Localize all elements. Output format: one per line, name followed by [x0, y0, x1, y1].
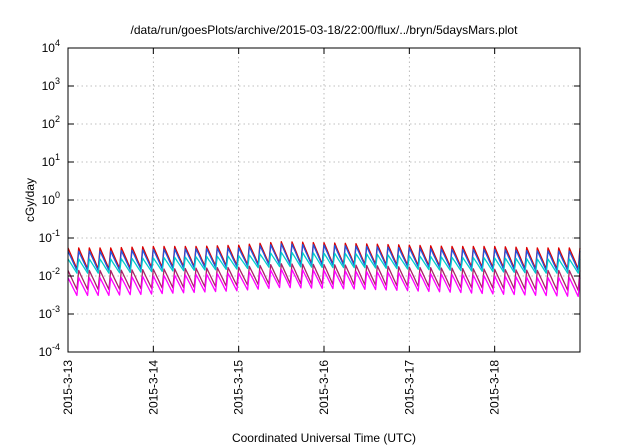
- y-tick-label: 102: [42, 114, 60, 131]
- series-line-4: [67, 263, 581, 291]
- y-tick-label: 101: [42, 152, 60, 169]
- y-tick-label: 10-4: [39, 342, 60, 359]
- x-tick-label: 2015-3-13: [61, 360, 75, 415]
- y-tick-label: 10-1: [39, 228, 60, 245]
- y-axis: 10-4 10-3 10-2 10-1 100 101 102 103 104: [39, 38, 580, 359]
- x-tick-label: 2015-3-14: [146, 360, 160, 415]
- grid: [68, 48, 580, 352]
- series-line-5: [67, 268, 581, 298]
- series-line-3: [67, 251, 581, 274]
- y-tick-label: 100: [42, 190, 60, 207]
- chart-title: /data/run/goesPlots/archive/2015-03-18/2…: [131, 23, 519, 37]
- x-tick-label: 2015-3-17: [402, 360, 416, 415]
- x-tick-label: 2015-3-18: [488, 360, 502, 415]
- y-axis-label: cGy/day: [23, 178, 37, 222]
- x-tick-label: 2015-3-16: [317, 360, 331, 415]
- x-tick-label: 2015-3-15: [232, 360, 246, 415]
- x-axis-label: Coordinated Universal Time (UTC): [232, 431, 416, 445]
- y-tick-label: 103: [42, 76, 60, 93]
- y-tick-label: 10-2: [39, 266, 60, 283]
- series-line-1: [67, 241, 581, 270]
- x-axis: 2015-3-13 2015-3-14 2015-3-15 2015-3-16 2015…: [61, 48, 502, 415]
- y-tick-label: 104: [42, 38, 60, 55]
- y-tick-label: 10-3: [39, 304, 60, 321]
- series-line-2: [67, 243, 581, 272]
- series-layer: [67, 241, 581, 298]
